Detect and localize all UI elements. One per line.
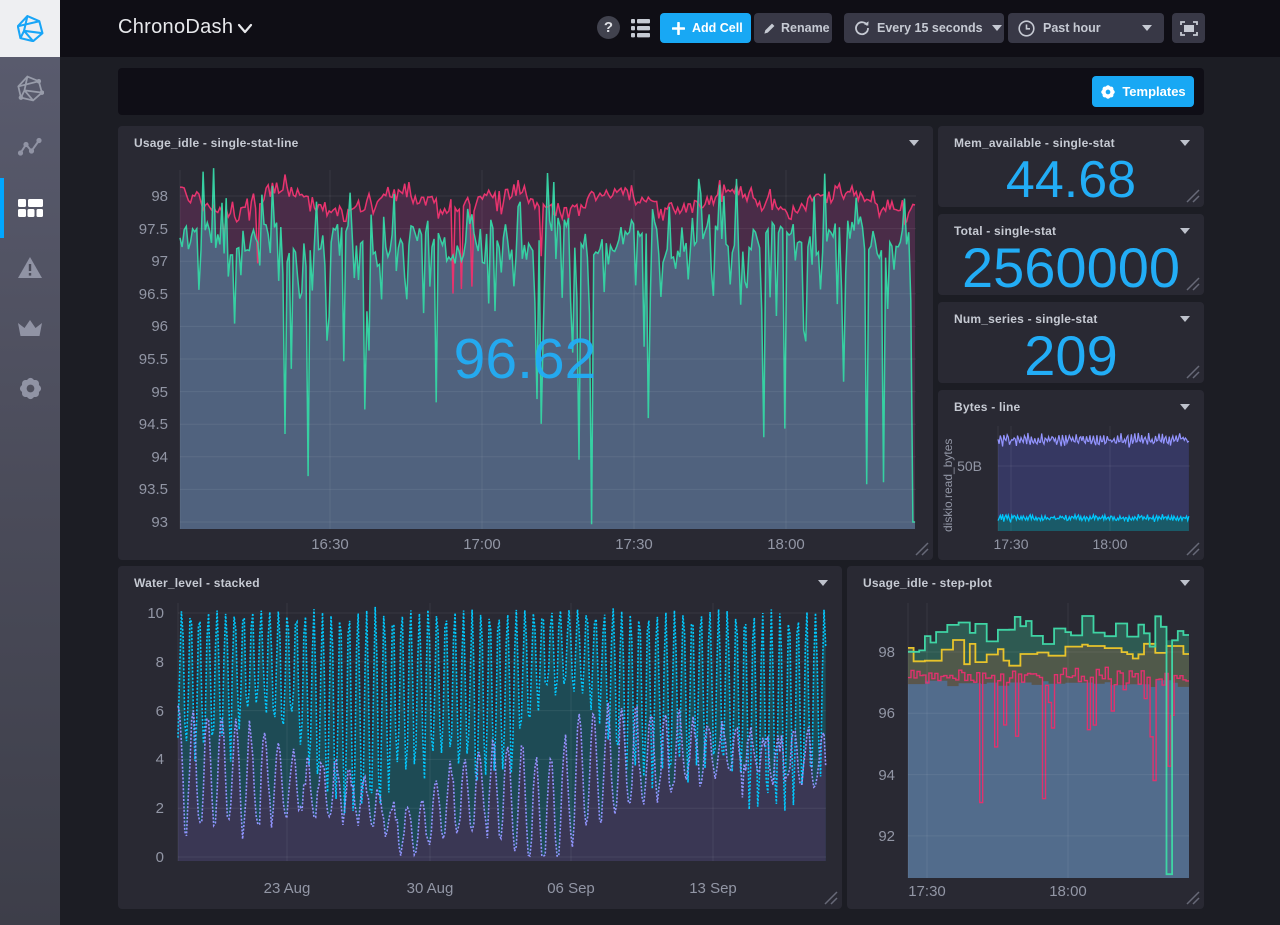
svg-text:diskio.read_bytes: diskio.read_bytes	[941, 439, 955, 532]
svg-text:96.62: 96.62	[454, 327, 597, 391]
